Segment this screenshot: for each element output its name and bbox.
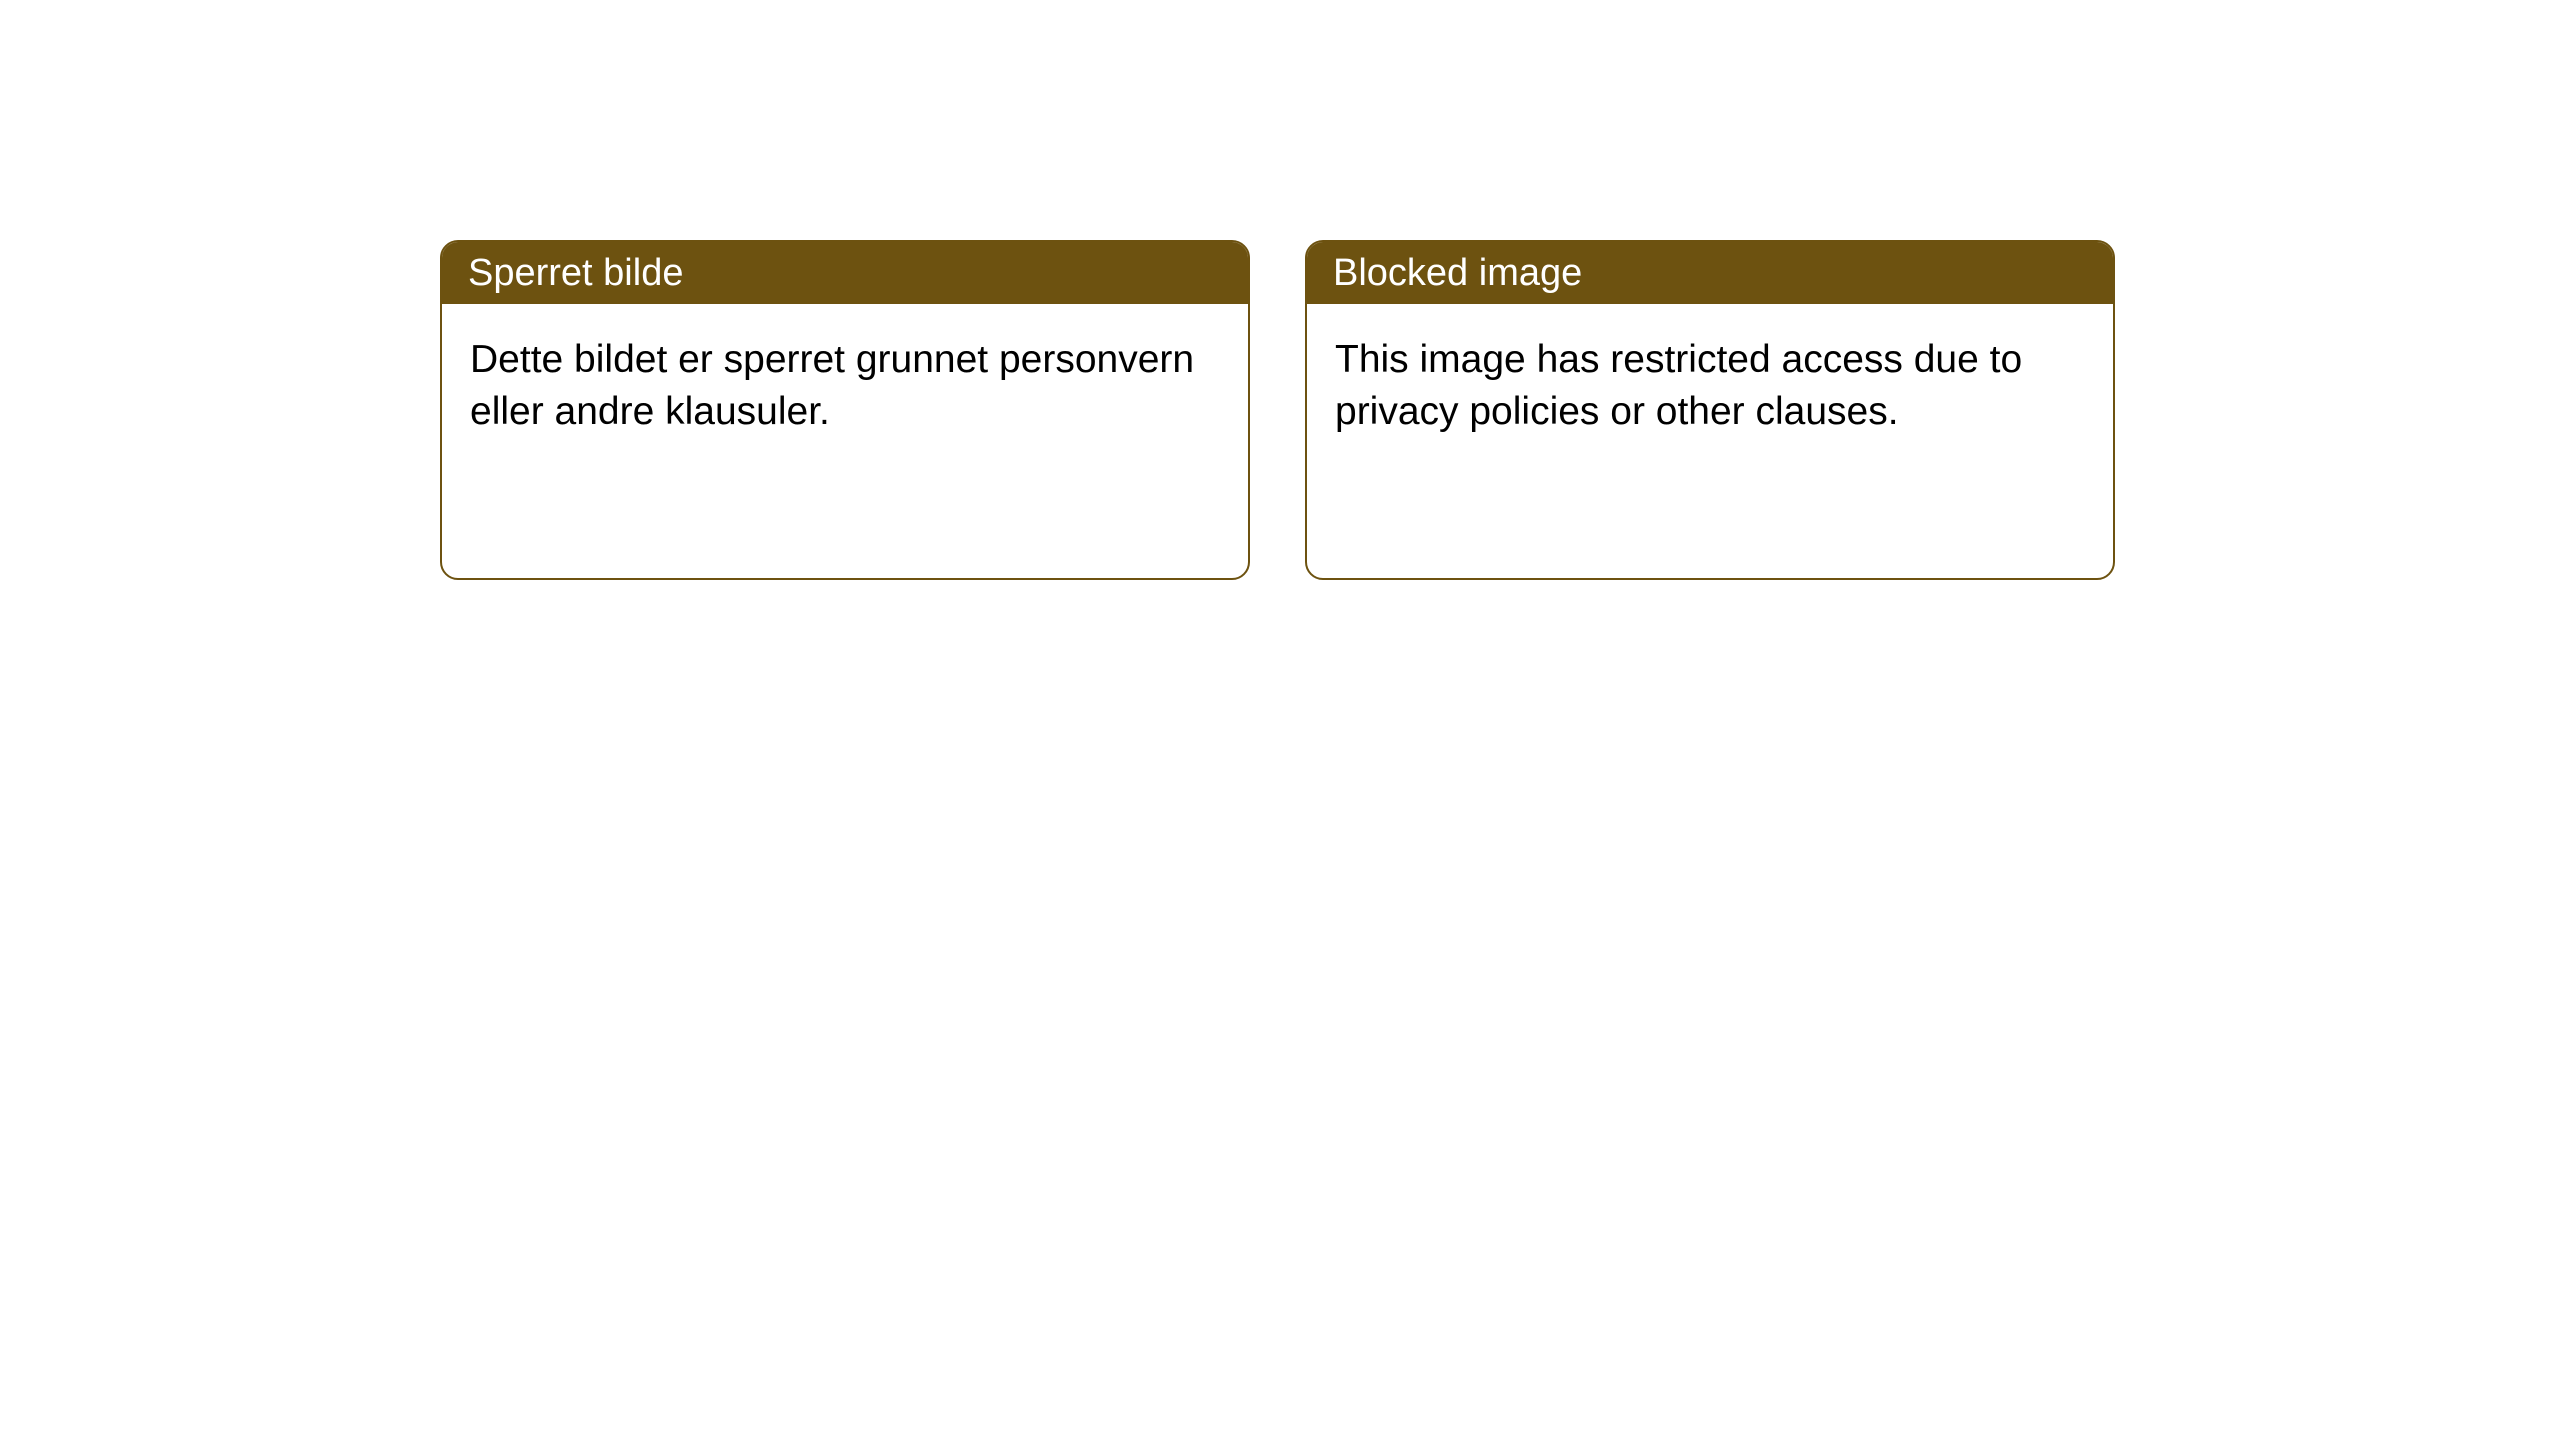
blocked-image-card-no: Sperret bilde Dette bildet er sperret gr… bbox=[440, 240, 1250, 580]
card-body: Dette bildet er sperret grunnet personve… bbox=[442, 304, 1248, 578]
card-header: Sperret bilde bbox=[442, 242, 1248, 304]
cards-container: Sperret bilde Dette bildet er sperret gr… bbox=[0, 0, 2560, 580]
card-title: Sperret bilde bbox=[468, 252, 683, 295]
card-body: This image has restricted access due to … bbox=[1307, 304, 2113, 578]
card-header: Blocked image bbox=[1307, 242, 2113, 304]
card-title: Blocked image bbox=[1333, 252, 1582, 295]
card-body-text: This image has restricted access due to … bbox=[1335, 338, 2022, 433]
card-body-text: Dette bildet er sperret grunnet personve… bbox=[470, 338, 1194, 433]
blocked-image-card-en: Blocked image This image has restricted … bbox=[1305, 240, 2115, 580]
